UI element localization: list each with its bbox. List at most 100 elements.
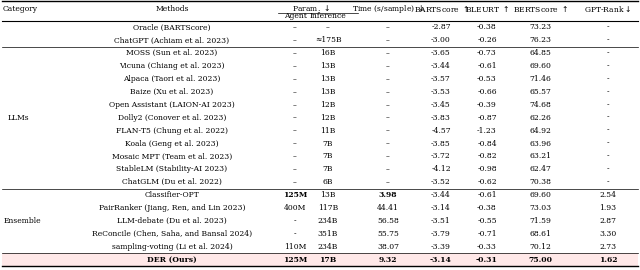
Text: 76.23: 76.23 (529, 36, 551, 44)
Text: MOSS (Sun et al. 2023): MOSS (Sun et al. 2023) (126, 49, 218, 57)
Text: 69.60: 69.60 (529, 62, 551, 70)
Text: Alpaca (Taori et al. 2023): Alpaca (Taori et al. 2023) (124, 75, 221, 83)
Text: 16B: 16B (320, 49, 336, 57)
Text: –: – (386, 101, 390, 109)
Text: Baize (Xu et al. 2023): Baize (Xu et al. 2023) (131, 88, 214, 96)
Text: 62.47: 62.47 (529, 165, 551, 173)
Text: -: - (607, 140, 609, 147)
Text: –: – (293, 88, 297, 96)
Text: BLEURT $\uparrow$: BLEURT $\uparrow$ (465, 4, 509, 14)
Text: ReConcile (Chen, Saha, and Bansal 2024): ReConcile (Chen, Saha, and Bansal 2024) (92, 230, 252, 238)
Text: 17B: 17B (319, 255, 337, 264)
Text: 71.59: 71.59 (529, 217, 551, 225)
Text: –: – (293, 178, 297, 186)
Text: –: – (293, 152, 297, 160)
Text: 11B: 11B (320, 127, 336, 135)
Text: -0.98: -0.98 (477, 165, 497, 173)
Text: -: - (607, 152, 609, 160)
Text: 234B: 234B (318, 217, 338, 225)
Text: 6B: 6B (323, 178, 333, 186)
Text: 110M: 110M (284, 243, 306, 251)
Text: -0.39: -0.39 (477, 101, 497, 109)
Text: GPT-Rank$\downarrow$: GPT-Rank$\downarrow$ (584, 4, 632, 14)
Text: -0.84: -0.84 (477, 140, 497, 147)
Text: -2.87: -2.87 (431, 23, 451, 31)
Text: Time (s/sample) $\downarrow$: Time (s/sample) $\downarrow$ (352, 3, 424, 15)
Text: Category: Category (3, 5, 38, 13)
Text: –: – (386, 23, 390, 31)
Text: 55.75: 55.75 (377, 230, 399, 238)
Text: PairRanker (Jiang, Ren, and Lin 2023): PairRanker (Jiang, Ren, and Lin 2023) (99, 204, 245, 212)
Text: -0.87: -0.87 (477, 114, 497, 122)
Text: 75.00: 75.00 (528, 255, 552, 264)
Text: -3.65: -3.65 (431, 49, 451, 57)
Text: -3.45: -3.45 (431, 101, 451, 109)
Text: 70.38: 70.38 (529, 178, 551, 186)
Text: 38.07: 38.07 (377, 243, 399, 251)
Text: –: – (386, 140, 390, 147)
Text: -3.39: -3.39 (431, 243, 451, 251)
Text: -0.33: -0.33 (477, 243, 497, 251)
Text: -: - (294, 230, 296, 238)
Text: 64.85: 64.85 (529, 49, 551, 57)
Text: BERTScore $\uparrow$: BERTScore $\uparrow$ (513, 4, 568, 14)
Text: 125M: 125M (283, 191, 307, 199)
Text: –: – (326, 23, 330, 31)
Text: –: – (386, 62, 390, 70)
Text: 69.60: 69.60 (529, 191, 551, 199)
Text: 73.03: 73.03 (529, 204, 551, 212)
Text: StableLM (Stability-AI 2023): StableLM (Stability-AI 2023) (116, 165, 228, 173)
Text: 56.58: 56.58 (377, 217, 399, 225)
Text: ChatGPT (Achiam et al. 2023): ChatGPT (Achiam et al. 2023) (115, 36, 230, 44)
Text: 68.61: 68.61 (529, 230, 551, 238)
Text: -3.44: -3.44 (431, 62, 451, 70)
Text: -: - (607, 49, 609, 57)
Text: –: – (293, 23, 297, 31)
Text: 351B: 351B (318, 230, 338, 238)
Text: -0.61: -0.61 (477, 191, 497, 199)
Text: -0.71: -0.71 (477, 230, 497, 238)
Text: BARTScore $\uparrow$: BARTScore $\uparrow$ (413, 4, 468, 14)
Text: -: - (607, 101, 609, 109)
Text: 63.96: 63.96 (529, 140, 551, 147)
Text: –: – (293, 36, 297, 44)
Text: sampling-voting (Li et al. 2024): sampling-voting (Li et al. 2024) (111, 243, 232, 251)
Text: 2.87: 2.87 (600, 217, 616, 225)
Text: –: – (293, 140, 297, 147)
Text: -0.55: -0.55 (477, 217, 497, 225)
Text: 7B: 7B (323, 152, 333, 160)
Text: Classifier-OPT: Classifier-OPT (145, 191, 200, 199)
Text: Ensemble: Ensemble (3, 217, 41, 225)
Text: -: - (607, 165, 609, 173)
Text: -3.14: -3.14 (430, 255, 452, 264)
Text: 13B: 13B (320, 75, 336, 83)
Text: –: – (386, 88, 390, 96)
Text: LLM-debate (Du et al. 2023): LLM-debate (Du et al. 2023) (117, 217, 227, 225)
Text: -3.85: -3.85 (431, 140, 451, 147)
Text: -0.53: -0.53 (477, 75, 497, 83)
Text: 13B: 13B (320, 88, 336, 96)
Text: -4.12: -4.12 (431, 165, 451, 173)
Text: -3.44: -3.44 (431, 191, 451, 199)
Text: 62.26: 62.26 (529, 114, 551, 122)
Text: Inference: Inference (310, 12, 346, 20)
Text: -3.00: -3.00 (431, 36, 451, 44)
Text: 12B: 12B (320, 114, 336, 122)
Text: Koala (Geng et al. 2023): Koala (Geng et al. 2023) (125, 140, 219, 147)
Text: -: - (607, 23, 609, 31)
Text: 73.23: 73.23 (529, 23, 551, 31)
Text: –: – (293, 127, 297, 135)
Text: 44.41: 44.41 (377, 204, 399, 212)
Text: -3.51: -3.51 (431, 217, 451, 225)
Text: 7B: 7B (323, 140, 333, 147)
Text: 117B: 117B (318, 204, 338, 212)
Text: 2.73: 2.73 (600, 243, 616, 251)
Text: -1.23: -1.23 (477, 127, 497, 135)
Text: 13B: 13B (320, 191, 336, 199)
Text: 12B: 12B (320, 101, 336, 109)
Text: –: – (293, 101, 297, 109)
Text: 1.62: 1.62 (599, 255, 617, 264)
Text: 125M: 125M (283, 255, 307, 264)
Text: –: – (386, 127, 390, 135)
Text: Param. $\downarrow$: Param. $\downarrow$ (292, 3, 331, 13)
